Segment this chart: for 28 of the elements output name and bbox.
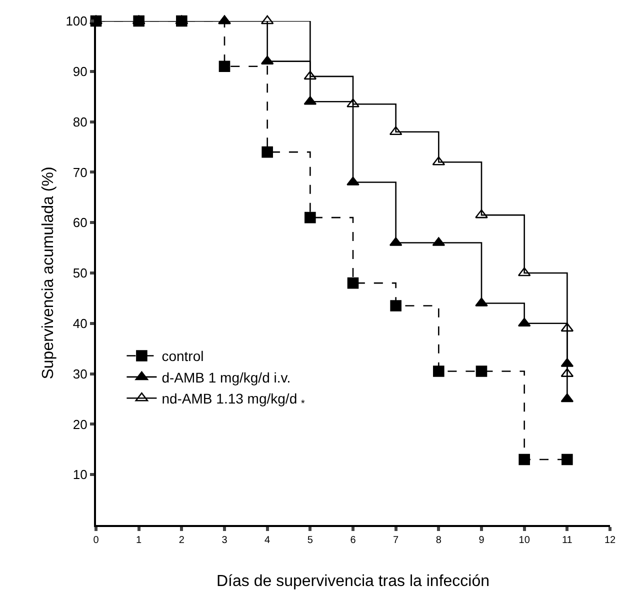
x-tick-label: 5 (307, 535, 314, 546)
x-tick-label: 0 (93, 535, 100, 546)
y-axis-title: Supervivencia acumulada (%) (40, 166, 57, 380)
legend-label: control (162, 348, 204, 364)
y-tick-label: 50 (72, 266, 88, 281)
x-tick-label: 3 (222, 535, 228, 546)
y-tick-label: 10 (72, 467, 88, 482)
y-tick-label: 90 (72, 64, 88, 79)
legend-label: nd-AMB 1.13 mg/kg/d $_{*}$ (162, 390, 305, 410)
y-tick-label: 100 (66, 14, 88, 29)
x-tick-label: 9 (478, 535, 485, 546)
x-tick-label: 7 (393, 535, 400, 546)
y-tick-label: 20 (72, 416, 88, 432)
x-axis-title: Días de supervivencia tras la infección (216, 573, 490, 590)
legend-label: d-AMB 1 mg/kg/d i.v. (162, 369, 291, 386)
x-tick-label: 2 (178, 535, 185, 546)
x-tick-label: 12 (604, 535, 616, 546)
x-tick-label: 1 (136, 535, 142, 546)
x-tick-label: 10 (518, 535, 530, 546)
y-tick-label: 60 (72, 215, 88, 230)
y-tick-label: 40 (72, 316, 88, 331)
y-tick-label: 70 (72, 164, 88, 180)
x-tick-label: 4 (264, 535, 271, 546)
y-tick-label: 30 (72, 366, 88, 382)
x-tick-label: 11 (562, 535, 573, 546)
x-tick-label: 6 (350, 535, 356, 546)
x-tick-label: 8 (436, 535, 442, 546)
y-tick-label: 80 (72, 114, 88, 130)
